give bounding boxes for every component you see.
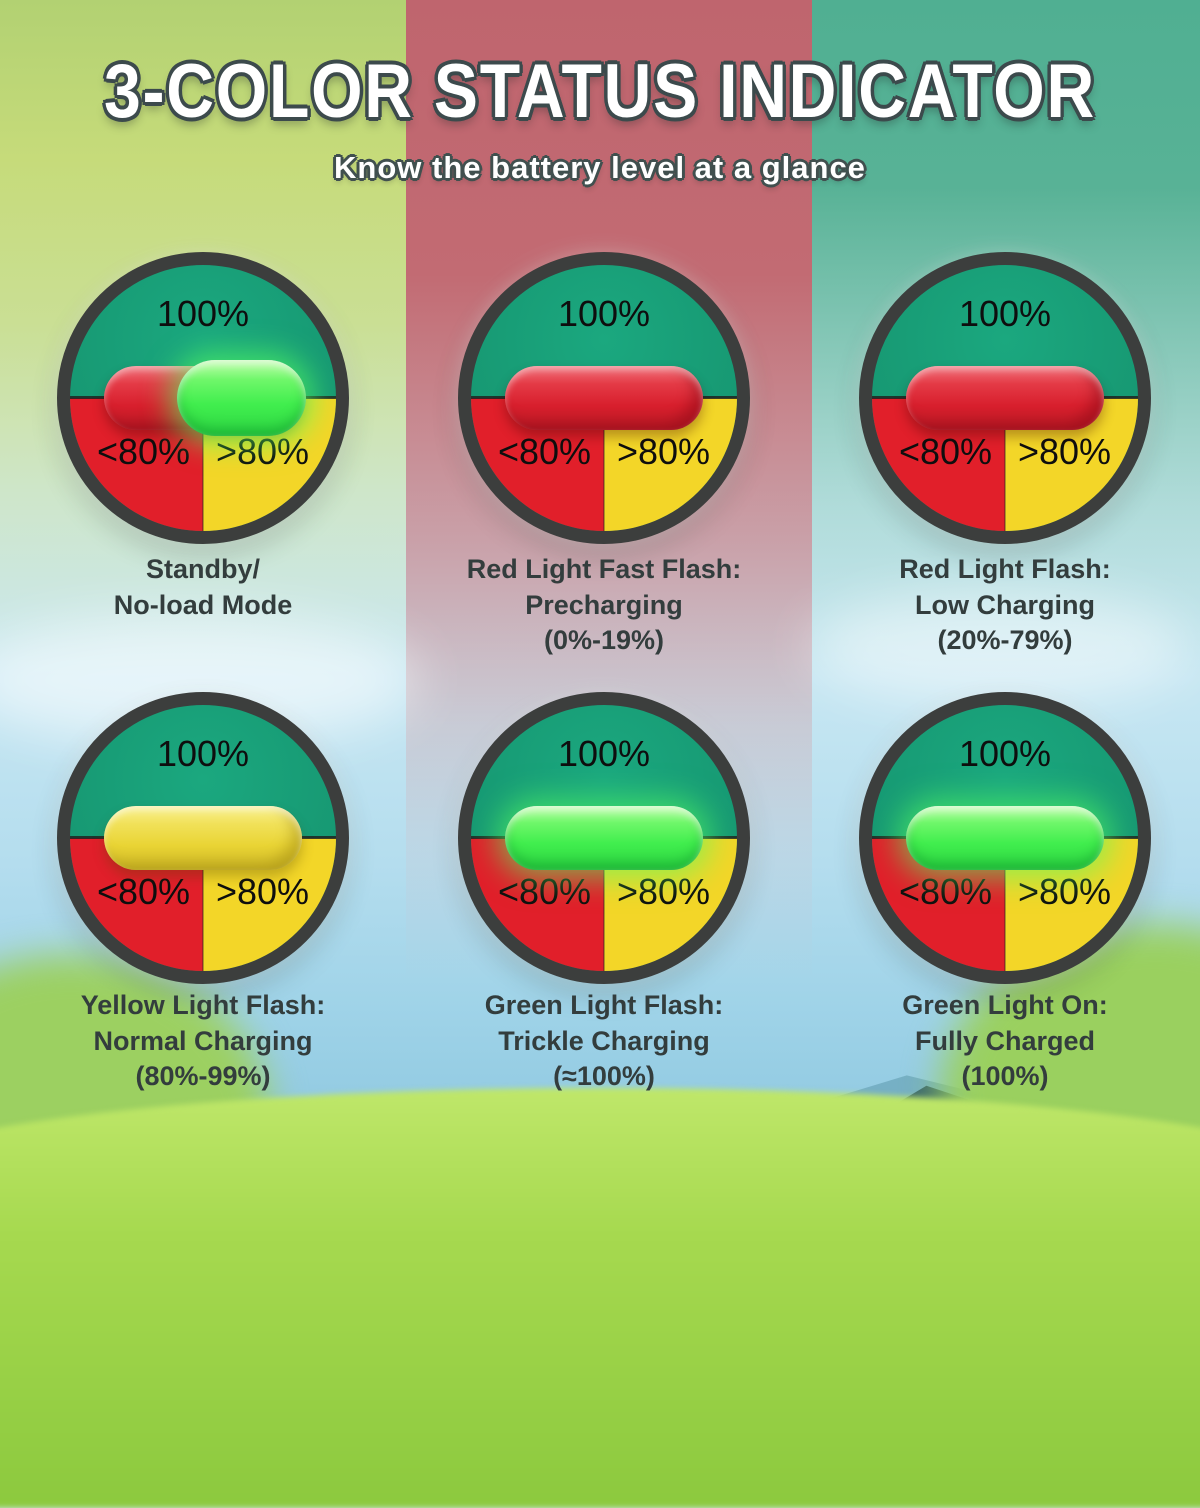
- dial-label-gt80: >80%: [215, 431, 310, 472]
- dial-label-gt80: >80%: [215, 871, 310, 912]
- dial-label-gt80: >80%: [1017, 871, 1112, 912]
- grass-meadow: [0, 1088, 1200, 1508]
- dial-label-lt80: <80%: [497, 431, 592, 472]
- dial-vertical-divider: [1004, 838, 1006, 971]
- indicator-caption-standby: Standby/ No-load Mode: [113, 554, 293, 620]
- dial-label-100: 100%: [156, 293, 250, 334]
- page-title: 3-COLOR STATUS INDICATOR: [104, 49, 1096, 134]
- dial-label-lt80: <80%: [96, 431, 191, 472]
- cloud: [810, 590, 1190, 705]
- dial-vertical-divider: [603, 838, 605, 971]
- led-pill-green-half: [177, 360, 306, 436]
- led-pill-red: [906, 366, 1104, 430]
- indicator-dial-fully-charged: 100% <80% >80%: [859, 692, 1151, 984]
- led-pill-red-green: [104, 360, 306, 436]
- indicator-dial-precharging: 100% <80% >80%: [458, 252, 750, 544]
- page-subtitle: Know the battery level at a glance: [334, 150, 866, 185]
- indicator-caption-normal-charging: Yellow Light Flash: Normal Charging (80%…: [80, 990, 326, 1092]
- led-pill-red: [505, 366, 703, 430]
- indicator-dial-low-charging: 100% <80% >80%: [859, 252, 1151, 544]
- dial-label-lt80: <80%: [898, 871, 993, 912]
- dial-label-lt80: <80%: [898, 431, 993, 472]
- dial-label-lt80: <80%: [497, 871, 592, 912]
- indicator-caption-precharging: Red Light Fast Flash: Precharging (0%-19…: [466, 554, 742, 656]
- dial-label-100: 100%: [156, 733, 250, 774]
- indicator-dial-trickle-charging: 100% <80% >80%: [458, 692, 750, 984]
- dial-label-gt80: >80%: [616, 871, 711, 912]
- led-pill-green: [505, 806, 703, 870]
- dial-label-100: 100%: [557, 733, 651, 774]
- indicator-dial-normal-charging: 100% <80% >80%: [57, 692, 349, 984]
- indicator-caption-low-charging: Red Light Flash: Low Charging (20%-79%): [899, 554, 1111, 656]
- dial-vertical-divider: [202, 838, 204, 971]
- dial-vertical-divider: [603, 398, 605, 531]
- indicator-caption-trickle-charging: Green Light Flash: Trickle Charging (≈10…: [484, 990, 724, 1092]
- dial-label-100: 100%: [557, 293, 651, 334]
- dial-label-lt80: <80%: [96, 871, 191, 912]
- dial-label-100: 100%: [958, 293, 1052, 334]
- dial-label-gt80: >80%: [616, 431, 711, 472]
- dial-vertical-divider: [1004, 398, 1006, 531]
- led-pill-yellow: [104, 806, 302, 870]
- indicator-dial-standby: 100% <80% >80%: [57, 252, 349, 544]
- dial-label-gt80: >80%: [1017, 431, 1112, 472]
- led-pill-green: [906, 806, 1104, 870]
- dial-label-100: 100%: [958, 733, 1052, 774]
- indicator-caption-fully-charged: Green Light On: Fully Charged (100%): [902, 990, 1108, 1092]
- dial-vertical-divider: [202, 398, 204, 531]
